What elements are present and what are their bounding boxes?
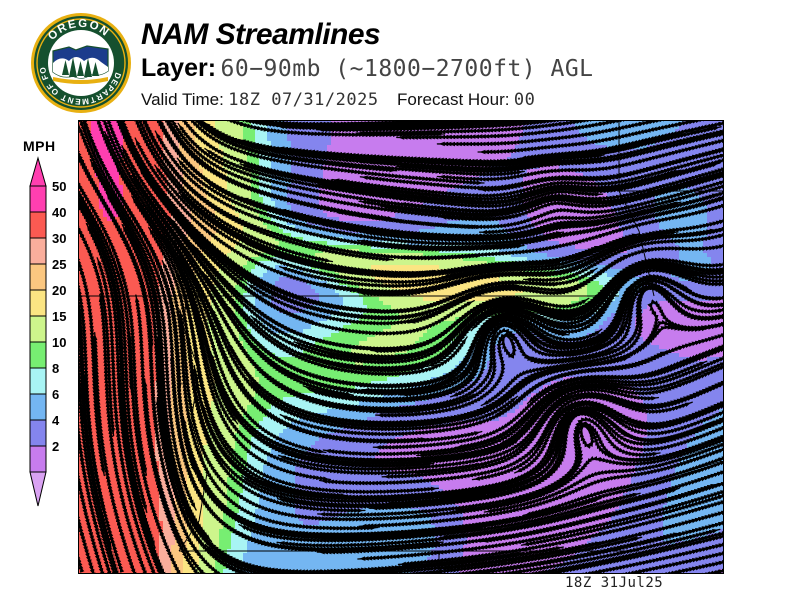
page-title: NAM Streamlines — [141, 18, 381, 51]
legend-tick-label: 8 — [52, 361, 59, 376]
page-header: OREGON DEPARTMENT OF FORESTRY NAM Stream… — [0, 0, 800, 118]
streamline — [204, 543, 402, 573]
colorbar-legend: MPH 50 40 30 25 20 15 10 8 6 4 2 — [10, 138, 76, 510]
legend-band — [29, 419, 47, 447]
legend-band — [29, 367, 47, 395]
legend-band — [29, 185, 47, 213]
valid-time-label: Valid Time: — [141, 90, 224, 109]
valid-time-line: Valid Time: 18Z 07/31/2025 Forecast Hour… — [141, 89, 781, 112]
title-block: NAM Streamlines Layer: 60−90mb (~1800−27… — [141, 18, 781, 112]
legend-tail — [29, 471, 47, 507]
legend-colorbar: 50 40 30 25 20 15 10 8 6 4 2 — [29, 156, 66, 507]
streamline — [519, 121, 664, 127]
streamline — [587, 376, 723, 410]
streamline — [309, 343, 486, 404]
legend-band — [29, 289, 47, 317]
legend-tick-label: 20 — [52, 283, 66, 298]
streamline — [332, 209, 537, 230]
streamline — [360, 224, 565, 243]
legend-band — [29, 315, 47, 343]
streamline-map[interactable] — [78, 120, 724, 574]
legend-tick-label: 30 — [52, 231, 66, 246]
valid-time-value: 18Z 07/31/2025 — [228, 90, 379, 110]
legend-tick-label: 25 — [52, 257, 66, 272]
forecast-hour-value: 00 — [513, 90, 536, 110]
seal-icon: OREGON DEPARTMENT OF FORESTRY — [25, 4, 131, 113]
layer-value: 60−90mb (~1800−2700ft) AGL — [220, 56, 594, 82]
legend-title: MPH — [23, 138, 56, 154]
streamline — [359, 175, 564, 191]
legend-tick-label: 15 — [52, 309, 66, 324]
streamline — [470, 260, 654, 318]
streamline — [490, 311, 660, 407]
legend-band — [29, 211, 47, 239]
map-timestamp: 18Z 31Jul25 — [565, 575, 664, 591]
legend-tick-label: 6 — [52, 387, 59, 402]
streamline — [652, 260, 723, 274]
forecast-hour-label: Forecast Hour: — [397, 90, 510, 109]
map-canvas[interactable] — [79, 121, 723, 573]
streamline — [410, 391, 590, 475]
legend-band — [29, 341, 47, 369]
streamlines-layer — [79, 121, 723, 573]
legend-band — [29, 263, 47, 291]
legend-tick-label: 2 — [52, 439, 59, 454]
legend-tick-label: 4 — [52, 413, 60, 428]
oregon-dept-forestry-logo: OREGON DEPARTMENT OF FORESTRY — [25, 4, 133, 115]
legend-tick-label: 50 — [52, 179, 66, 194]
layer-line: Layer: 60−90mb (~1800−2700ft) AGL — [141, 53, 781, 87]
streamline — [521, 531, 721, 573]
legend-tip — [29, 156, 47, 187]
legend-tick-label: 40 — [52, 205, 66, 220]
legend-band — [29, 237, 47, 265]
legend-band — [29, 445, 47, 473]
streamline — [83, 370, 125, 573]
legend-band — [29, 393, 47, 421]
streamline — [562, 143, 723, 181]
legend-tick-label: 10 — [52, 335, 66, 350]
layer-label: Layer: — [141, 54, 217, 82]
streamline — [647, 299, 723, 331]
